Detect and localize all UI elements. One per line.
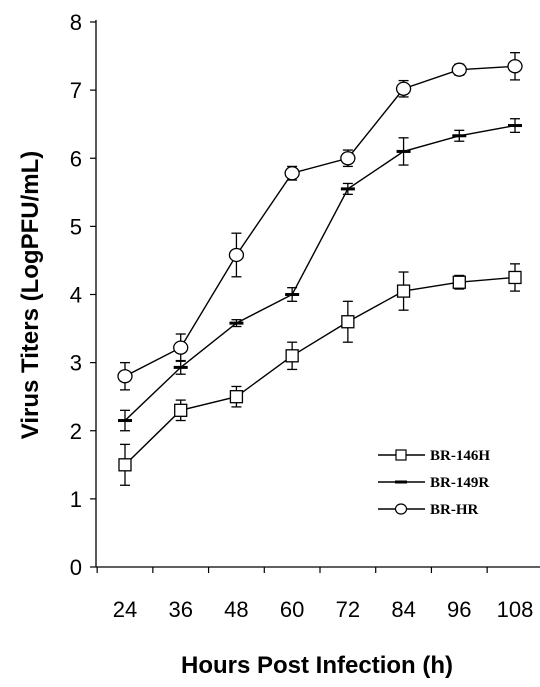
data-point bbox=[395, 81, 412, 96]
x-tick-label: 48 bbox=[224, 597, 248, 622]
data-point bbox=[396, 284, 411, 298]
data-point bbox=[174, 403, 188, 417]
x-axis-title: Hours Post Infection (h) bbox=[181, 652, 453, 679]
legend-marker bbox=[395, 449, 407, 461]
series-line bbox=[124, 124, 516, 422]
y-ticks: 0 1 2 3 4 5 6 7 8 bbox=[70, 10, 96, 580]
data-point bbox=[508, 270, 522, 285]
x-tick-label: 24 bbox=[113, 597, 137, 622]
data-point bbox=[228, 247, 245, 263]
y-axis-title: Virus Titers (LogPFU/mL) bbox=[17, 151, 44, 439]
data-point bbox=[452, 275, 466, 289]
legend-marker bbox=[394, 503, 408, 515]
y-tick-label: 5 bbox=[70, 214, 82, 239]
y-tick-label: 3 bbox=[70, 351, 82, 376]
legend-item-br-146h: BR-146H bbox=[378, 448, 490, 464]
x-tick-label: 96 bbox=[447, 597, 471, 622]
data-point bbox=[285, 349, 299, 363]
legend-label: BR-146H bbox=[430, 448, 490, 464]
data-point bbox=[284, 166, 300, 181]
legend-item-br-hr: BR-HR bbox=[378, 502, 479, 518]
series-line bbox=[124, 276, 516, 466]
data-point bbox=[341, 315, 355, 329]
data-point bbox=[173, 340, 189, 355]
legend-label: BR-HR bbox=[430, 502, 479, 518]
data-point bbox=[117, 369, 133, 384]
x-ticks: 24 36 48 60 72 84 96 108 bbox=[96, 567, 534, 622]
data-point bbox=[451, 62, 467, 77]
y-tick-label: 2 bbox=[70, 419, 82, 444]
x-tick-label: 84 bbox=[391, 597, 415, 622]
x-tick-label: 60 bbox=[280, 597, 304, 622]
x-tick-label: 108 bbox=[497, 597, 534, 622]
series-br-hr bbox=[117, 52, 523, 391]
legend-label: BR-149R bbox=[430, 475, 489, 491]
legend-item-br-149r: BR-149R bbox=[378, 475, 489, 491]
y-tick-label: 0 bbox=[70, 555, 82, 580]
series-br-146h bbox=[118, 263, 522, 486]
y-tick-label: 1 bbox=[70, 487, 82, 512]
y-tick-label: 4 bbox=[70, 283, 82, 308]
y-tick-label: 7 bbox=[70, 78, 82, 103]
y-tick-label: 8 bbox=[70, 10, 82, 35]
series-layer bbox=[117, 52, 523, 486]
series-line bbox=[124, 65, 516, 377]
legend: BR-146H BR-149R BR-HR bbox=[378, 448, 490, 518]
x-tick-label: 72 bbox=[336, 597, 360, 622]
data-point bbox=[229, 390, 244, 404]
data-point bbox=[507, 59, 523, 74]
x-tick-label: 36 bbox=[168, 597, 192, 622]
data-point bbox=[118, 458, 132, 472]
axes bbox=[95, 20, 540, 568]
data-point bbox=[340, 151, 356, 166]
y-tick-label: 6 bbox=[70, 146, 82, 171]
